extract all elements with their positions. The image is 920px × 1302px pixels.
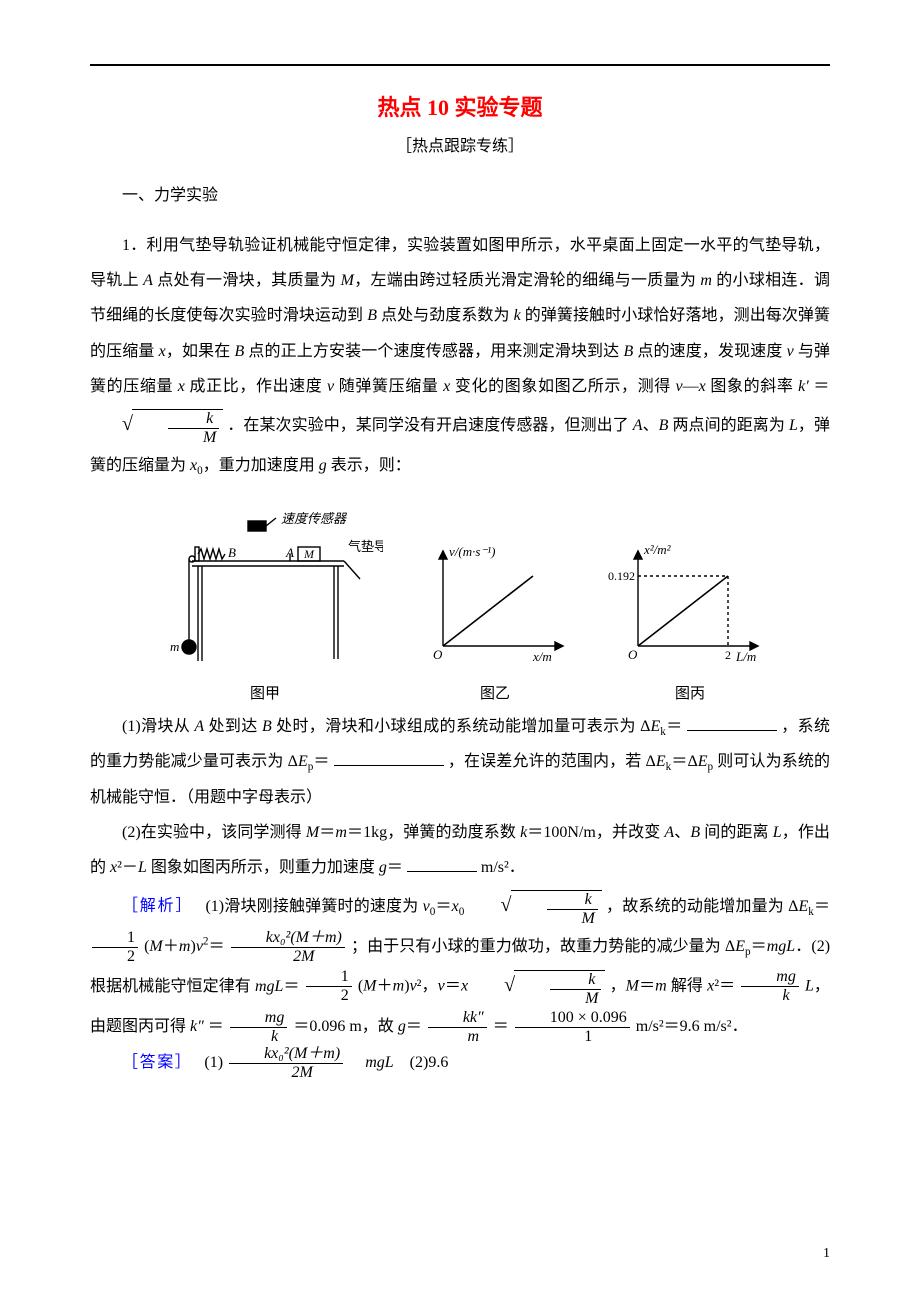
fig1-B: B: [228, 545, 236, 560]
fig2-xlabel: x/m: [532, 649, 552, 664]
sol-i: ＝: [493, 1018, 509, 1035]
ans-b: mgL (2)9.6: [349, 1054, 448, 1071]
blank-3: [407, 855, 477, 872]
sqrt-1: kM: [469, 885, 602, 929]
answer: ［答案］ (1) kx₀²(M＋m)2M mgL (2)9.6: [90, 1045, 830, 1081]
fig2-ylabel: v/(m·s⁻¹): [449, 544, 496, 559]
fig3-O: O: [628, 647, 638, 662]
page-number: 1: [823, 1246, 830, 1262]
fig3-ylabel: x²/m²: [643, 542, 672, 557]
sol-a: (1)滑块刚接触弹簧时的速度为 v0＝x0: [205, 898, 464, 915]
sol-c: (M＋m)v2＝: [144, 938, 225, 955]
fig1-sensor: 速度传感器: [281, 511, 347, 526]
fig1-track: 气垫导轨: [348, 539, 383, 554]
frac-mgk-2: mgk: [230, 1010, 288, 1045]
fig1-M: M: [303, 547, 315, 561]
question-1: (1)滑块从 A 处到达 B 处时，滑块和小球组成的系统动能增加量可表示为 ΔE…: [90, 709, 830, 815]
top-rule: [90, 64, 830, 66]
blank-1: [687, 714, 777, 731]
frac-ans: kx₀²(M＋m)2M: [229, 1046, 343, 1081]
fig2-caption: 图乙: [413, 682, 578, 703]
sqrt-k-over-M: kM: [90, 404, 223, 448]
figure-1-svg: 速度传感器 气垫导轨 B A M m: [148, 501, 383, 671]
figure-row: 速度传感器 气垫导轨 B A M m 图甲 v/(: [90, 501, 830, 703]
figure-1: 速度传感器 气垫导轨 B A M m 图甲: [148, 501, 383, 703]
fig3-yval: 0.192: [608, 569, 635, 583]
sqrt-2: kM: [472, 965, 605, 1009]
solution-label: ［解析］: [122, 898, 185, 915]
answer-label: ［答案］: [122, 1054, 184, 1071]
figure-2-svg: v/(m·s⁻¹) x/m O: [413, 531, 578, 671]
section-heading: 一、力学实验: [90, 180, 830, 212]
frac-100: 100 × 0.0961: [515, 1010, 630, 1045]
frac-mgk: mgk: [741, 969, 799, 1004]
sol-f: ，M＝m 解得 x²＝: [610, 978, 736, 995]
problem-intro: 1．利用气垫导轨验证机械能守恒定律，实验装置如图甲所示，水平桌面上固定一水平的气…: [90, 228, 830, 483]
sol-b: ，故系统的动能增加量为 ΔEk＝: [606, 898, 830, 915]
fig2-O: O: [433, 647, 443, 662]
frac-half-1: 12: [92, 930, 138, 965]
fig3-caption: 图丙: [608, 682, 773, 703]
ans-a: (1): [204, 1054, 223, 1071]
q2-after: m/s²．: [481, 859, 525, 876]
intro-a: 1．利用气垫导轨验证机械能守恒定律，实验装置如图甲所示，水平桌面上固定一水平的气…: [90, 237, 830, 395]
figure-2: v/(m·s⁻¹) x/m O 图乙: [413, 531, 578, 703]
sol-e: (M＋m)v²，v＝x: [358, 978, 468, 995]
fig1-m: m: [170, 639, 179, 654]
figure-3: x²/m² 0.192 2 L/m O 图丙: [608, 531, 773, 703]
page-subtitle: ［热点跟踪专练］: [90, 132, 830, 156]
fig1-caption: 图甲: [148, 682, 383, 703]
question-2: (2)在实验中，该同学测得 M＝m＝1kg，弹簧的劲度系数 k＝100N/m，并…: [90, 815, 830, 885]
sol-j: m/s²＝9.6 m/s²．: [636, 1018, 748, 1035]
sol-h: ＝0.096 m，故 g＝: [293, 1018, 421, 1035]
q1-before: (1)滑块从 A 处到达 B 处时，滑块和小球组成的系统动能增加量可表示为 ΔE…: [122, 718, 683, 735]
fig3-xlabel: L/m: [735, 649, 756, 664]
figure-3-svg: x²/m² 0.192 2 L/m O: [608, 531, 773, 671]
fig3-xval: 2: [725, 648, 731, 662]
frac-half-2: 12: [306, 969, 352, 1004]
frac-kkm: kk″m: [428, 1010, 487, 1045]
blank-2: [334, 749, 444, 766]
page-title: 热点 10 实验专题: [90, 90, 830, 122]
frac-kx02Mm: kx₀²(M＋m)2M: [231, 930, 345, 965]
solution: ［解析］ (1)滑块刚接触弹簧时的速度为 v0＝x0 kM ，故系统的动能增加量…: [90, 885, 830, 1045]
